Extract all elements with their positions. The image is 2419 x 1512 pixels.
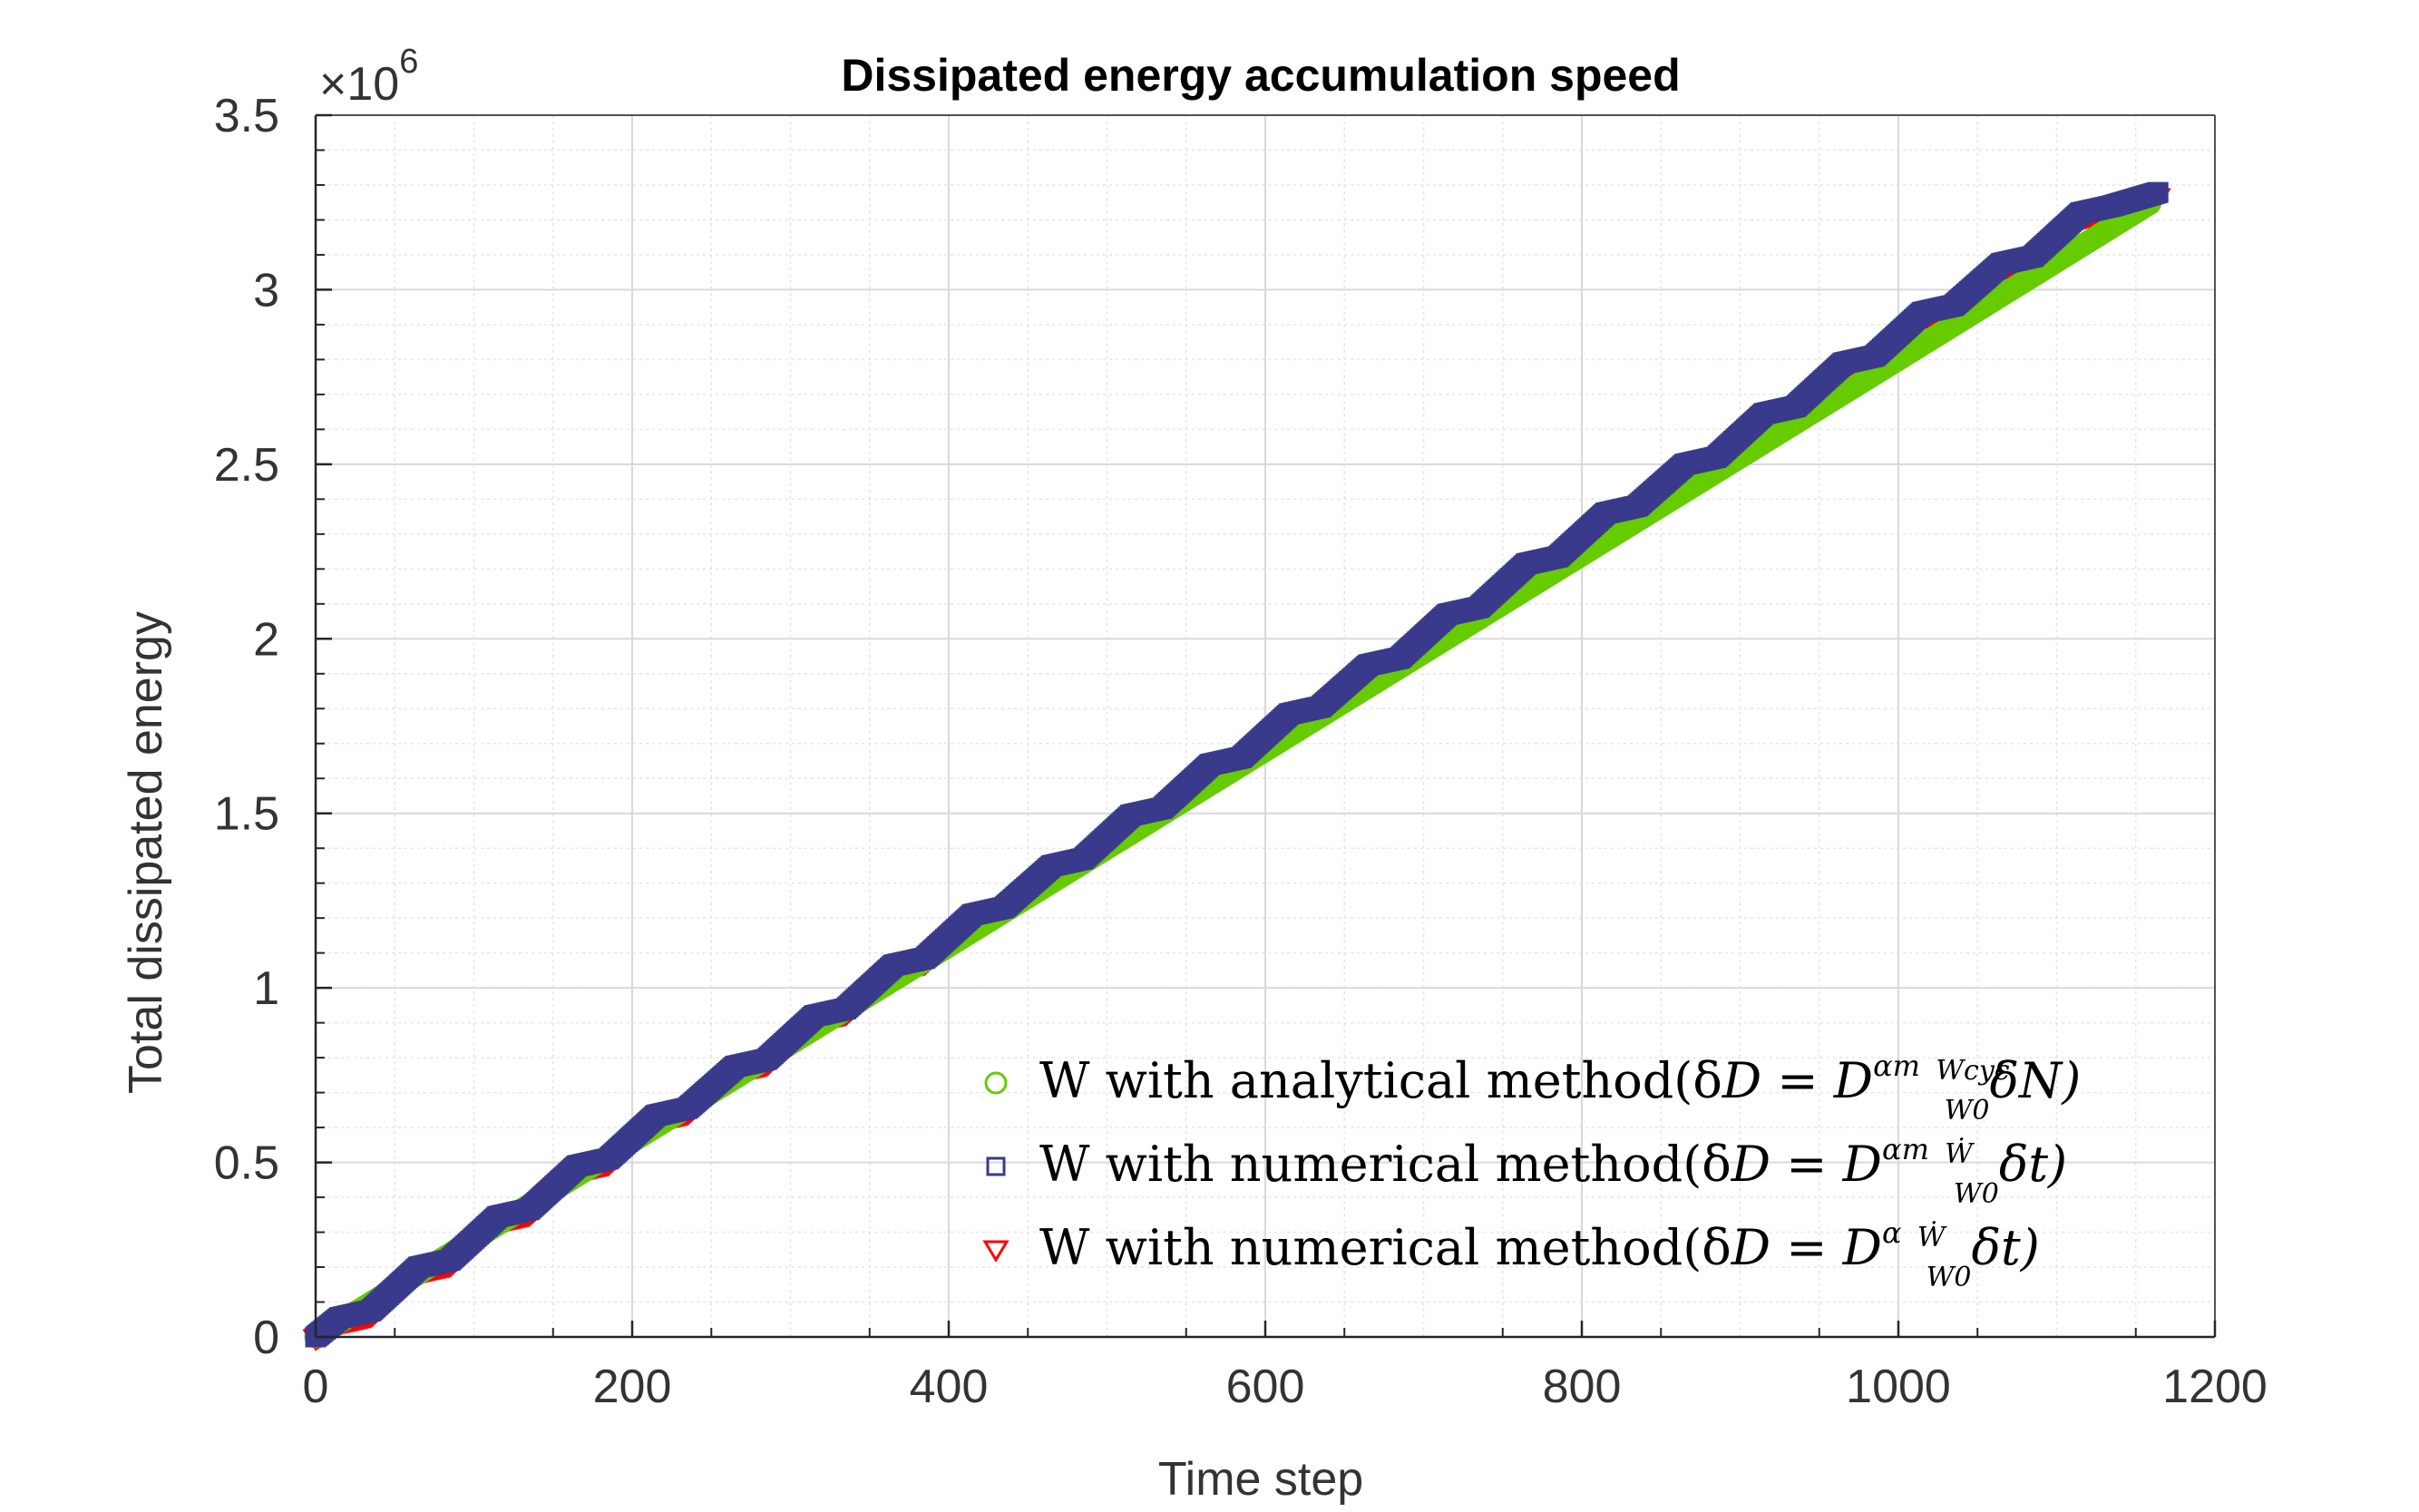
- y-axis-label: Total dissipated energy: [120, 611, 172, 1094]
- x-tick-label: 200: [593, 1361, 672, 1413]
- x-tick-label: 800: [1543, 1361, 1622, 1413]
- x-tick-label: 400: [910, 1361, 989, 1413]
- legend-marker-square: [986, 1156, 1006, 1176]
- y-tick-label: 3.5: [214, 90, 279, 142]
- x-tick-label: 1000: [1846, 1361, 1951, 1413]
- x-axis-label: Time step: [1158, 1453, 1363, 1506]
- legend-marker-circle: [984, 1071, 1008, 1095]
- y-tick-label: 2: [253, 613, 279, 666]
- y-tick-label: 0: [253, 1312, 279, 1364]
- legend: W with analytical method(δD = Dαm Wcyc W0…: [982, 1049, 2081, 1293]
- y-exponent-base: ×10: [319, 58, 399, 111]
- y-exponent-label: ×106: [319, 43, 418, 111]
- y-tick-label: 0.5: [214, 1137, 279, 1190]
- x-tick-label: 600: [1226, 1361, 1305, 1413]
- data-point-square: [2147, 181, 2169, 203]
- y-tick-label: 1: [253, 962, 279, 1015]
- x-tick-label: 0: [303, 1361, 329, 1413]
- y-tick-label: 3: [253, 264, 279, 317]
- y-tick-label: 2.5: [214, 439, 279, 492]
- ticks: 0 200 400 600 800 1000 1200 0 0.5 1 1.5 2 2.5 3 3.5: [214, 90, 2268, 1413]
- legend-marker-triangle: [982, 1240, 1010, 1263]
- y-tick-label: 1.5: [214, 788, 279, 841]
- x-tick-label: 1200: [2162, 1361, 2268, 1413]
- y-exponent-power: 6: [399, 43, 418, 81]
- legend-entry-2: W with numerical method(δD = Dαm Ẇ W0δt): [1039, 1132, 2067, 1210]
- series-layer: [302, 181, 2171, 1351]
- legend-entry-1: W with analytical method(δD = Dαm Wcyc W0…: [1039, 1049, 2081, 1127]
- legend-entry-3: W with numerical method(δD = Dα Ẇ W0δt): [1039, 1215, 2040, 1293]
- series-square: [305, 181, 2169, 1348]
- chart-title: Dissipated energy accumulation speed: [841, 50, 1680, 101]
